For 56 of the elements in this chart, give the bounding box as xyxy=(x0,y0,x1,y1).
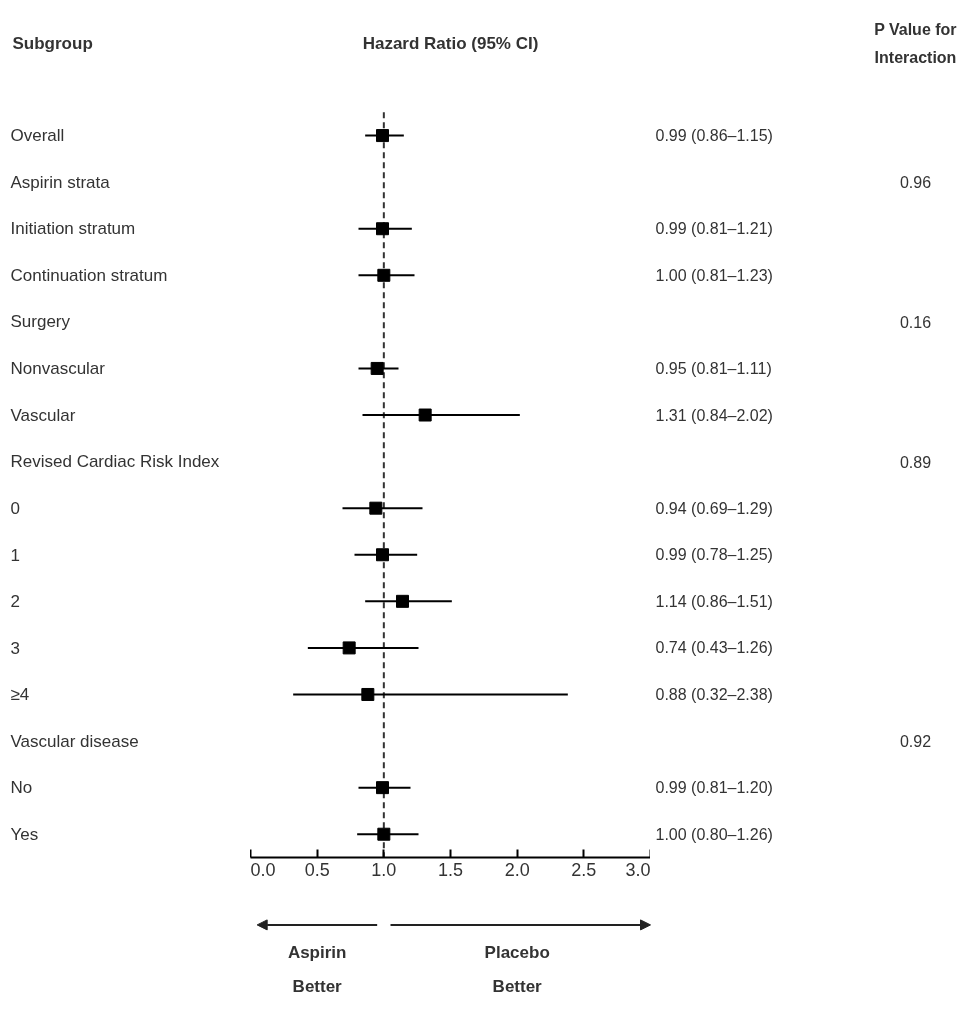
x-tick-label: 0.0 xyxy=(250,859,276,880)
point xyxy=(418,408,432,422)
x-tick-label: 2.0 xyxy=(504,859,530,880)
y-tick-label: 1 xyxy=(10,545,20,565)
y-tick-label: 3 xyxy=(10,638,20,658)
point xyxy=(376,129,389,143)
y-tick-label: Initiation stratum xyxy=(10,219,136,239)
point xyxy=(342,641,356,655)
text: 0.89 xyxy=(899,453,932,471)
y-tick-label: 2 xyxy=(10,592,20,612)
y-tick-label: Yes xyxy=(10,824,39,844)
data-label: 1.00 (0.81–1.23) xyxy=(655,266,773,284)
y-tick-label: Continuation stratum xyxy=(10,265,168,285)
text: 0.16 xyxy=(899,313,932,331)
y-tick-label: Vascular disease xyxy=(10,731,139,751)
x-tick-label: 1.0 xyxy=(371,859,397,880)
text: Aspirin Better xyxy=(287,943,347,996)
point xyxy=(377,268,391,282)
text: 0.96 xyxy=(899,174,932,192)
data-label: 0.95 (0.81–1.11) xyxy=(655,359,772,377)
data-label: 0.99 (0.81–1.21) xyxy=(655,220,773,238)
x-tick-label: 2.5 xyxy=(571,859,597,880)
data-label: 1.31 (0.84–2.02) xyxy=(655,406,773,424)
data-label: 0.99 (0.78–1.25) xyxy=(655,546,773,564)
y-tick-label: Revised Cardiac Risk Index xyxy=(10,452,220,472)
text: Placebo Better xyxy=(484,943,550,996)
data-label: 1.14 (0.86–1.51) xyxy=(655,592,773,610)
data-label: 0.99 (0.81–1.20) xyxy=(655,779,773,797)
point xyxy=(361,687,375,701)
y-tick-label: 0 xyxy=(10,499,20,519)
data-label: 1.00 (0.80–1.26) xyxy=(655,825,773,843)
point xyxy=(377,827,391,841)
y-tick-label: Vascular xyxy=(10,405,76,425)
text: P Value for Interaction xyxy=(874,21,957,66)
data-label: 0.74 (0.43–1.26) xyxy=(655,639,773,657)
data-label: 0.88 (0.32–2.38) xyxy=(655,685,773,703)
y-tick-label: Aspirin strata xyxy=(10,172,111,192)
data-label: 0.99 (0.86–1.15) xyxy=(655,127,773,145)
x-axis-title: Hazard Ratio (95% CI) xyxy=(362,33,539,53)
data-label: 0.94 (0.69–1.29) xyxy=(655,499,773,517)
y-tick-label: ≥4 xyxy=(10,684,30,704)
point xyxy=(376,548,389,562)
y-axis-title: Subgroup xyxy=(12,33,93,53)
y-tick-label: Overall xyxy=(10,126,65,146)
x-tick-label: 1.5 xyxy=(437,859,464,880)
point xyxy=(376,222,389,236)
point xyxy=(396,594,409,608)
point xyxy=(376,781,389,795)
x-tick-label: 0.5 xyxy=(304,859,330,880)
text: 0.92 xyxy=(899,733,932,751)
y-tick-label: Surgery xyxy=(10,312,71,332)
y-tick-label: No xyxy=(10,778,33,798)
point xyxy=(369,501,383,515)
x-tick-label: 3.0 xyxy=(625,859,651,880)
y-tick-label: Nonvascular xyxy=(10,358,106,378)
point xyxy=(370,361,384,375)
